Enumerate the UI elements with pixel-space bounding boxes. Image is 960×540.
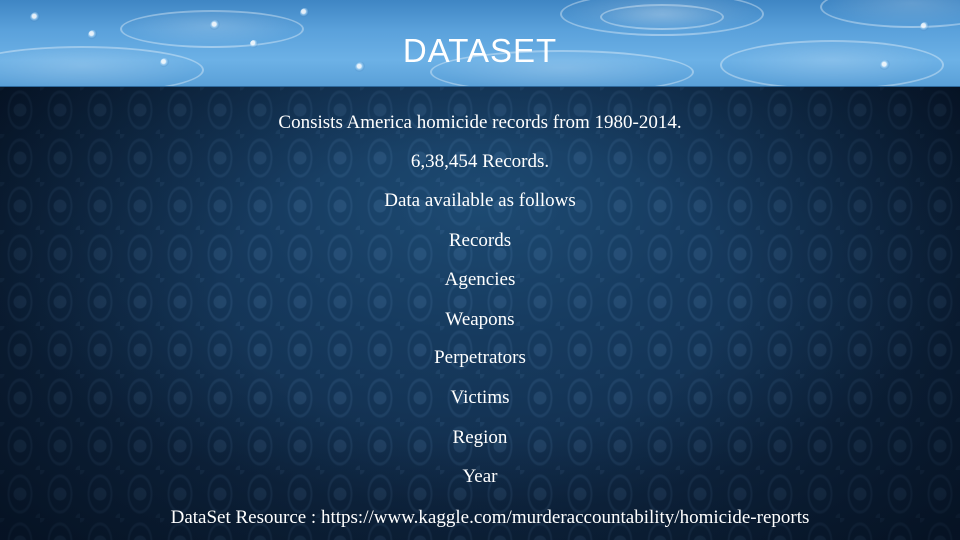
water-droplet: [88, 30, 98, 40]
water-ripple: [0, 46, 204, 86]
water-droplet: [920, 22, 930, 32]
water-ripple: [600, 4, 724, 30]
list-item-region: Region: [452, 427, 508, 448]
water-droplet: [160, 58, 170, 68]
list-item-year: Year: [462, 466, 498, 487]
water-ripple: [820, 0, 960, 28]
water-droplet: [300, 8, 310, 18]
water-droplet: [880, 60, 892, 72]
body-line-description: Consists America homicide records from 1…: [278, 112, 682, 133]
water-ripple: [720, 40, 944, 86]
list-item-weapons: Weapons: [445, 309, 515, 330]
background-vignette: [0, 86, 960, 540]
list-item-agencies: Agencies: [444, 269, 516, 290]
body-line-record-count: 6,38,454 Records.: [410, 151, 550, 172]
water-droplet: [355, 62, 367, 74]
list-item-records: Records: [448, 230, 512, 251]
water-header-banner: DATASET: [0, 0, 960, 87]
dataset-resource-footer: DataSet Resource : https://www.kaggle.co…: [170, 507, 810, 528]
body-line-data-available: Data available as follows: [384, 190, 576, 211]
list-item-victims: Victims: [450, 387, 510, 408]
water-droplet: [30, 12, 42, 24]
water-droplet: [250, 40, 258, 48]
water-droplet: [210, 20, 222, 32]
slide-title: DATASET: [402, 32, 558, 69]
list-item-perpetrators: Perpetrators: [434, 347, 526, 368]
